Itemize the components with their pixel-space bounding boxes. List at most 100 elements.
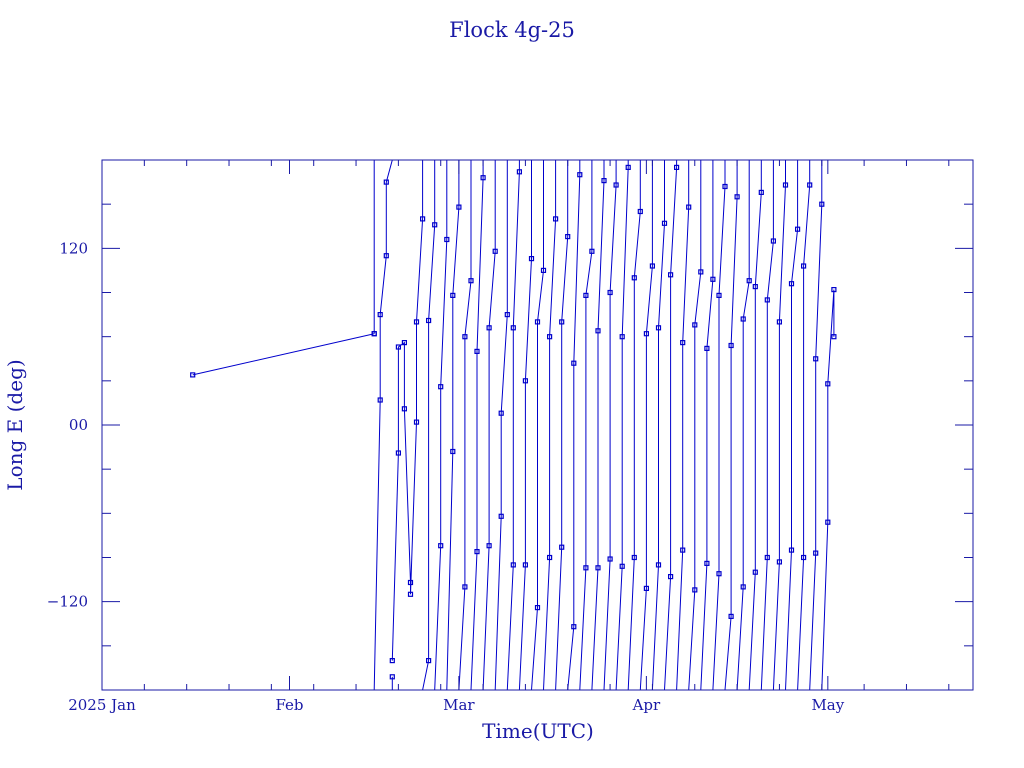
data-point bbox=[383, 253, 389, 259]
series-line-segment bbox=[494, 160, 508, 691]
x-tick-label: May bbox=[811, 696, 844, 714]
series-line-segment bbox=[603, 160, 617, 691]
data-point bbox=[819, 201, 825, 207]
data-point bbox=[571, 360, 577, 366]
data-point bbox=[728, 342, 734, 349]
data-point bbox=[595, 565, 601, 571]
y-tick-label: −120 bbox=[47, 593, 88, 611]
series-line-segment bbox=[809, 160, 823, 691]
series-line-segment bbox=[772, 160, 786, 691]
x-axis-label: Time(UTC) bbox=[482, 719, 594, 743]
data-point bbox=[504, 312, 510, 318]
series-line-segment bbox=[422, 160, 436, 691]
series-line-segment bbox=[724, 160, 738, 691]
data-point bbox=[643, 331, 650, 337]
series-line-segment bbox=[506, 160, 520, 691]
data-point bbox=[190, 372, 196, 378]
series-line-segment bbox=[748, 160, 762, 691]
data-point bbox=[474, 548, 480, 555]
data-point bbox=[655, 325, 662, 331]
data-point bbox=[788, 547, 795, 553]
data-point bbox=[825, 519, 831, 525]
data-point bbox=[831, 287, 837, 293]
data-point bbox=[516, 169, 523, 175]
x-tick-label: 2025 Jan bbox=[68, 696, 136, 714]
series-line-segment bbox=[373, 159, 393, 691]
series-line-segment bbox=[676, 160, 690, 691]
series-line-segment bbox=[555, 160, 569, 691]
chart-title: Flock 4g-25 bbox=[449, 18, 575, 42]
data-point bbox=[589, 248, 595, 254]
data-point bbox=[498, 513, 504, 519]
series-line-segment bbox=[434, 160, 448, 691]
data-point bbox=[782, 182, 789, 188]
data-point bbox=[522, 562, 529, 568]
data-point bbox=[788, 281, 795, 287]
series-line-segment bbox=[470, 160, 484, 691]
data-point bbox=[534, 604, 541, 611]
data-point bbox=[577, 172, 583, 178]
data-point bbox=[559, 544, 565, 550]
data-point bbox=[704, 560, 710, 567]
plot-data-layer bbox=[190, 159, 837, 691]
data-point bbox=[377, 397, 383, 403]
data-point bbox=[552, 216, 559, 222]
series-line-segment bbox=[567, 160, 581, 691]
data-point bbox=[492, 248, 498, 254]
series-line-segment bbox=[391, 160, 424, 661]
data-point bbox=[456, 204, 462, 210]
data-point bbox=[546, 334, 553, 340]
series-line-segment bbox=[688, 160, 702, 691]
data-point bbox=[625, 164, 631, 170]
data-point bbox=[601, 178, 607, 184]
data-point bbox=[510, 325, 516, 331]
data-point bbox=[752, 284, 758, 290]
data-point bbox=[776, 559, 783, 565]
series-line-segment bbox=[821, 289, 835, 691]
data-point bbox=[758, 189, 764, 195]
data-point bbox=[407, 579, 414, 586]
data-point bbox=[426, 657, 432, 664]
data-point bbox=[534, 319, 541, 325]
data-point bbox=[649, 263, 656, 269]
data-point bbox=[722, 183, 728, 190]
series-line-segment bbox=[615, 160, 629, 691]
data-point bbox=[631, 554, 637, 561]
series-line-segment bbox=[651, 160, 665, 691]
series-line-segment bbox=[531, 160, 544, 691]
data-point bbox=[389, 657, 395, 664]
data-point bbox=[716, 571, 722, 577]
data-point bbox=[661, 220, 668, 226]
data-point bbox=[619, 563, 625, 569]
data-point bbox=[486, 325, 492, 331]
data-point bbox=[734, 194, 740, 200]
data-point bbox=[740, 584, 746, 590]
axis-ticks: 120 00 −120 2025 Jan Feb Mar Apr May bbox=[47, 160, 973, 714]
data-point bbox=[595, 328, 601, 334]
data-point bbox=[825, 381, 831, 387]
data-point bbox=[764, 554, 770, 561]
data-point bbox=[667, 272, 674, 278]
series-line-segment bbox=[482, 160, 496, 691]
data-point bbox=[667, 573, 674, 580]
data-point bbox=[794, 226, 801, 232]
series-line-segment bbox=[591, 160, 605, 691]
series-line-segment bbox=[192, 333, 375, 376]
data-point bbox=[438, 543, 444, 549]
data-point bbox=[686, 204, 692, 210]
data-point bbox=[619, 334, 625, 340]
series-line-segment bbox=[518, 160, 532, 691]
data-point bbox=[395, 344, 401, 350]
series-line-segment bbox=[797, 160, 811, 691]
data-point bbox=[462, 334, 468, 340]
data-point bbox=[813, 550, 819, 556]
data-point bbox=[776, 319, 783, 325]
data-point bbox=[486, 543, 492, 549]
x-tick-label: Feb bbox=[275, 696, 303, 714]
data-point bbox=[613, 182, 619, 188]
data-point bbox=[462, 584, 468, 590]
data-point bbox=[704, 345, 710, 351]
data-point bbox=[480, 175, 486, 181]
data-point bbox=[643, 585, 650, 592]
